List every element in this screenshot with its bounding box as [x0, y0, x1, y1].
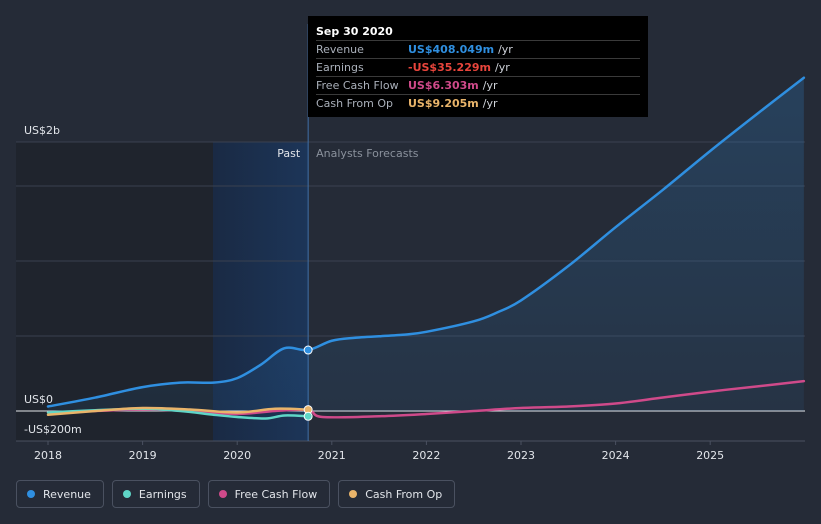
chart-legend: Revenue Earnings Free Cash Flow Cash Fro…	[16, 480, 456, 508]
data-tooltip: Sep 30 2020 Revenue US$408.049m /yr Earn…	[308, 16, 648, 117]
tooltip-unit: /yr	[494, 61, 510, 74]
x-tick-label: 2023	[507, 449, 535, 462]
tooltip-date: Sep 30 2020	[316, 25, 393, 38]
revenue-earnings-chart: US$2b US$0 -US$200m Past Analysts Forecasts 2…	[16, 24, 806, 462]
earnings-marker	[303, 411, 313, 421]
revenue-area	[48, 77, 804, 411]
y-tick-label: -US$200m	[24, 423, 82, 436]
legend-item-earnings[interactable]: Earnings	[111, 480, 200, 508]
past-label: Past	[277, 147, 301, 160]
forecast-label: Analysts Forecasts	[316, 147, 419, 160]
tooltip-label: Cash From Op	[316, 97, 394, 110]
cash-from-op-line	[46, 406, 310, 416]
legend-label: Cash From Op	[365, 487, 443, 501]
tooltip-row-earnings: Earnings -US$35.229m /yr	[316, 58, 640, 76]
legend-dot-icon	[27, 490, 35, 498]
tooltip-row-free-cash-flow: Free Cash Flow US$6.303m /yr	[316, 76, 640, 94]
legend-item-cash-from-op[interactable]: Cash From Op	[338, 480, 456, 508]
legend-label: Earnings	[138, 487, 187, 501]
y-tick-label: US$2b	[24, 124, 60, 137]
x-tick-label: 2021	[318, 449, 346, 462]
revenue-line	[46, 76, 806, 408]
revenue-marker	[303, 345, 313, 355]
tooltip-row-revenue: Revenue US$408.049m /yr	[316, 40, 640, 58]
tooltip-value: -US$35.229m	[408, 61, 491, 74]
y-tick-label: US$0	[24, 393, 53, 406]
legend-dot-icon	[218, 490, 227, 498]
x-tick-label: 2025	[696, 449, 724, 462]
tooltip-unit: /yr	[498, 43, 513, 56]
tooltip-unit: /yr	[482, 79, 498, 92]
tooltip-label: Free Cash Flow	[316, 79, 399, 92]
tooltip-unit: /yr	[482, 97, 498, 110]
legend-dot-icon	[122, 490, 131, 498]
tooltip-value: US$9.205m	[408, 97, 479, 110]
tooltip-label: Earnings	[316, 61, 364, 74]
tooltip-label: Revenue	[316, 43, 364, 56]
legend-label: Free Cash Flow	[234, 487, 318, 501]
x-tick-label: 2024	[602, 449, 630, 462]
legend-item-revenue[interactable]: Revenue	[16, 480, 104, 508]
legend-dot-icon	[349, 490, 358, 498]
x-tick-label: 2018	[34, 449, 62, 462]
tooltip-value: US$408.049m	[408, 43, 495, 56]
tooltip-row-cash-from-op: Cash From Op US$9.205m /yr	[316, 94, 640, 112]
legend-label: Revenue	[43, 487, 91, 501]
legend-item-free-cash-flow[interactable]: Free Cash Flow	[207, 480, 331, 508]
tooltip-value: US$6.303m	[408, 79, 479, 92]
x-tick-label: 2020	[223, 449, 251, 462]
x-tick-label: 2019	[129, 449, 157, 462]
x-tick-label: 2022	[412, 449, 440, 462]
